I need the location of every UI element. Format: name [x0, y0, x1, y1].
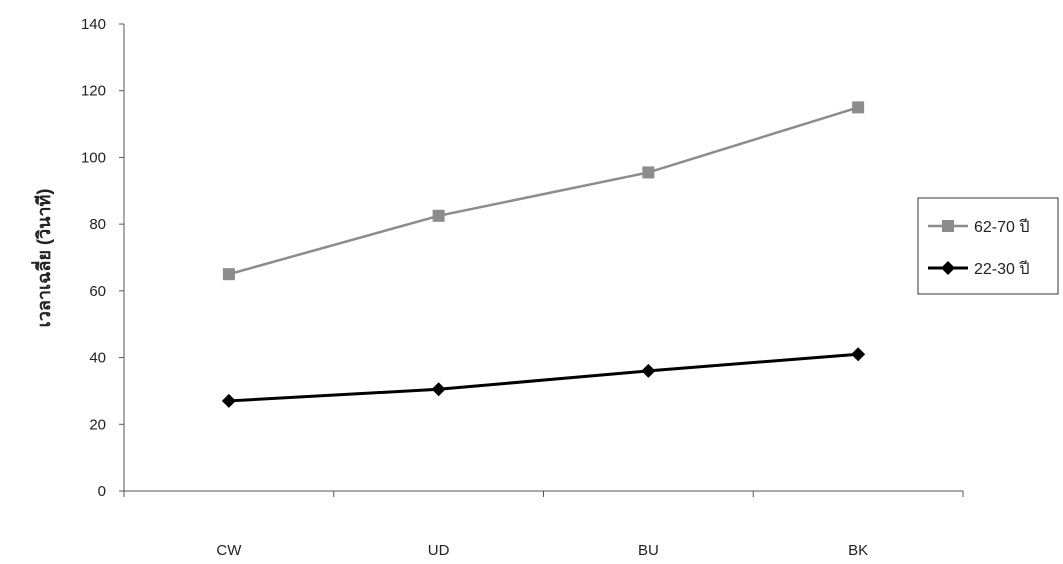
y-tick-label: 100	[81, 149, 106, 166]
series-group	[221, 101, 866, 408]
y-tick-label: 40	[89, 350, 106, 367]
legend-marker	[941, 261, 955, 275]
y-tick-label: 80	[89, 216, 106, 233]
x-axis-ticks: CW UD BU BK	[123, 491, 964, 559]
data-point	[642, 166, 655, 179]
data-point	[641, 363, 656, 378]
legend: 62-70 ปี 22-30 ปี	[917, 197, 1059, 295]
series-line	[228, 352, 859, 403]
y-tick-label: 140	[81, 16, 106, 33]
x-tick-label: BU	[638, 542, 659, 559]
data-point	[222, 268, 235, 281]
data-point	[432, 209, 445, 222]
legend-label: 22-30 ปี	[974, 260, 1030, 278]
series-line	[228, 106, 859, 276]
legend-marker	[942, 220, 954, 232]
y-tick-label: 0	[98, 483, 106, 500]
series-1	[222, 101, 865, 281]
y-tick-label: 20	[89, 416, 106, 433]
axes	[123, 24, 963, 492]
x-tick-label: UD	[428, 542, 450, 559]
x-tick-label: BK	[848, 542, 868, 559]
data-point	[851, 347, 866, 362]
legend-item: 22-30 ปี	[928, 260, 1030, 278]
x-tick-label: CW	[216, 542, 242, 559]
data-point	[431, 382, 446, 397]
y-tick-label: 60	[89, 283, 106, 300]
legend-label: 62-70 ปี	[974, 218, 1030, 236]
y-tick-label: 120	[81, 83, 106, 100]
legend-item: 62-70 ปี	[928, 218, 1030, 236]
y-axis-ticks: 0 20 40 60 80 100 120 140	[81, 16, 124, 500]
data-point	[221, 393, 236, 408]
legend-box	[917, 197, 1059, 295]
data-point	[852, 101, 865, 114]
series-2	[221, 347, 866, 408]
y-axis-title: เวลาเฉลี่ย (วินาที)	[31, 189, 54, 328]
